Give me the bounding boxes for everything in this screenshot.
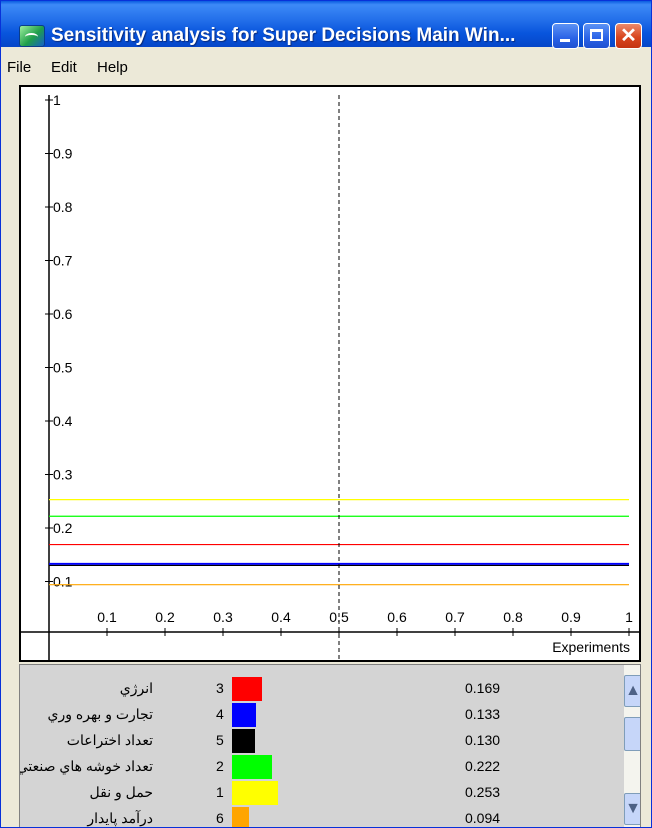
legend-priority-value: 0.094: [465, 810, 501, 826]
menu-bar: File Edit Help: [1, 57, 651, 81]
legend-scrollbar[interactable]: ▲ ▼: [624, 665, 641, 827]
legend-row[interactable]: تعداد اختراعات 5 0.130: [20, 727, 620, 753]
menu-edit[interactable]: Edit: [51, 59, 77, 76]
sensitivity-plot[interactable]: 0.1 0.2 0.3 0.4 0.5 0.6 0.7 0.8 0.9 1 0.1 0.2 0.3 0.4…: [19, 85, 641, 662]
scroll-down-button[interactable]: ▼: [624, 793, 641, 825]
x-axis-label: Experiments: [552, 639, 630, 655]
legend-color-bar: [232, 677, 262, 701]
legend-color-bar: [232, 729, 255, 753]
legend-row[interactable]: تعداد خوشه هاي صنعتي 2 0.222: [20, 753, 620, 779]
legend-color-bar: [232, 781, 278, 805]
legend-priority-value: 0.253: [465, 784, 501, 800]
legend-criterion-number: 4: [216, 706, 224, 722]
legend-criterion-number: 5: [216, 732, 224, 748]
x-tick-label: 0.8: [503, 609, 523, 625]
y-tick-label: 0.5: [53, 360, 73, 376]
close-icon: ✕: [620, 25, 637, 47]
window-title: Sensitivity analysis for Super Decisions…: [51, 25, 516, 46]
x-tick-label: 0.2: [155, 609, 175, 625]
menu-help[interactable]: Help: [97, 59, 128, 76]
legend-criterion-number: 1: [216, 784, 224, 800]
minimize-icon: [560, 39, 570, 42]
y-tick-label: 0.7: [53, 253, 73, 269]
y-tick-label: 0.2: [53, 520, 73, 536]
legend-priority-value: 0.130: [465, 732, 501, 748]
x-tick-label: 0.6: [387, 609, 407, 625]
legend-panel: انرژي 3 0.169 تجارت و بهره وري 4 0.133 تعداد ا…: [19, 664, 641, 827]
legend-color-bar: [232, 755, 272, 779]
y-tick-label: 0.6: [53, 306, 73, 322]
legend-priority-value: 0.222: [465, 758, 501, 774]
super-decisions-app-icon[interactable]: [19, 25, 45, 47]
sensitivity-chart[interactable]: 0.1 0.2 0.3 0.4 0.5 0.6 0.7 0.8 0.9 1 0.1 0.2 0.3 0.4…: [21, 87, 639, 660]
legend-color-bar: [232, 807, 249, 827]
legend-priority-value: 0.133: [465, 706, 501, 722]
scroll-up-button[interactable]: ▲: [624, 675, 641, 707]
y-tick-label: 0.1: [53, 574, 73, 590]
chevron-down-icon: ▼: [625, 800, 641, 817]
minimize-button[interactable]: [552, 23, 579, 49]
legend-criterion-name: حمل و نقل: [89, 784, 153, 800]
legend-criterion-name: انرژي: [119, 680, 153, 696]
maximize-button[interactable]: [583, 23, 610, 49]
chevron-up-icon: ▲: [625, 682, 641, 699]
x-tick-label: 0.3: [213, 609, 233, 625]
y-tick-label: 0.3: [53, 467, 73, 483]
legend-criterion-number: 3: [216, 680, 224, 696]
legend-row[interactable]: درآمد پايدار 6 0.094: [20, 805, 620, 827]
y-tick-label: 0.8: [53, 199, 73, 215]
x-tick-label: 0.4: [271, 609, 291, 625]
scroll-thumb[interactable]: [624, 717, 640, 751]
legend-color-bar: [232, 703, 256, 727]
legend-criterion-name: درآمد پايدار: [87, 810, 153, 826]
legend-criterion-name: تجارت و بهره وري: [47, 706, 153, 722]
legend-criterion-name: تعداد خوشه هاي صنعتي: [19, 758, 153, 774]
x-tick-label: 1: [625, 609, 633, 625]
y-tick-label: 1: [53, 92, 61, 108]
x-tick-label: 0.1: [97, 609, 117, 625]
close-button[interactable]: ✕: [615, 23, 642, 49]
legend-criterion-name: تعداد اختراعات: [66, 732, 153, 748]
legend-criterion-number: 6: [216, 810, 224, 826]
x-tick-label: 0.9: [561, 609, 581, 625]
menu-file[interactable]: File: [7, 59, 32, 76]
legend-row[interactable]: انرژي 3 0.169: [20, 675, 620, 701]
x-tick-label: 0.7: [445, 609, 465, 625]
title-bar[interactable]: Sensitivity analysis for Super Decisions…: [1, 1, 651, 49]
legend-row[interactable]: حمل و نقل 1 0.253: [20, 779, 620, 805]
legend-criterion-number: 2: [216, 758, 224, 774]
y-tick-label: 0.4: [53, 413, 73, 429]
legend-row[interactable]: تجارت و بهره وري 4 0.133: [20, 701, 620, 727]
maximize-icon: [590, 29, 603, 41]
y-tick-label: 0.9: [53, 146, 73, 162]
legend-priority-value: 0.169: [465, 680, 501, 696]
